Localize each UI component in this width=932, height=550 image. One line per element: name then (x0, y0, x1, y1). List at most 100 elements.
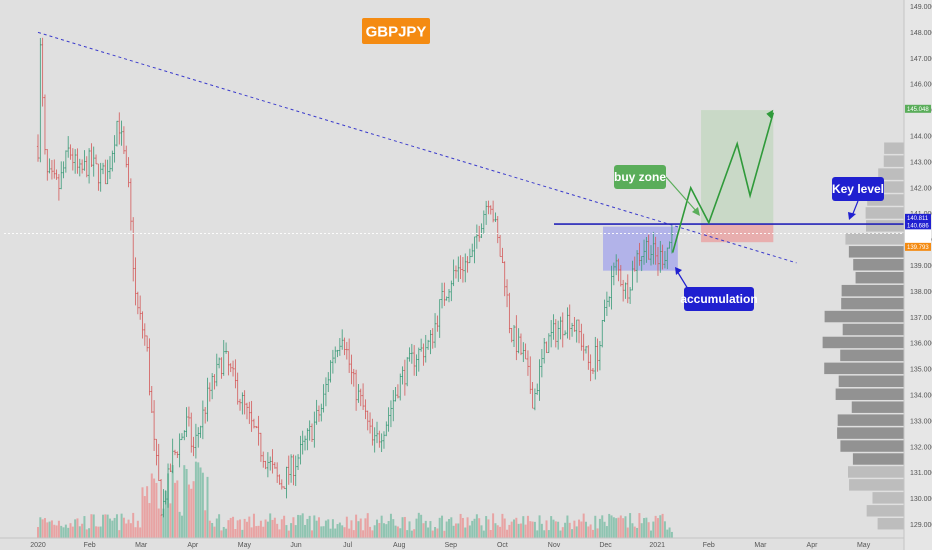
volume-bar (348, 528, 351, 538)
volume-bar (399, 528, 402, 538)
profile-bar (837, 427, 904, 439)
volume-bar (299, 515, 302, 538)
accumulation-pointer-head (675, 267, 682, 275)
volume-bar (301, 513, 304, 538)
volume-bar (612, 517, 615, 538)
volume-bar (431, 530, 434, 538)
price-label-bg (905, 213, 931, 222)
descending-trendline (37, 31, 797, 264)
volume-bar (571, 529, 574, 538)
volume-bar (39, 517, 42, 538)
profile-bar (878, 168, 904, 180)
volume-bar (457, 523, 460, 538)
volume-bar (666, 529, 669, 538)
volume-bar (229, 517, 232, 538)
profile-bar (853, 259, 904, 271)
volume-bars (37, 461, 673, 538)
volume-bar (134, 527, 137, 538)
volume-bar (106, 514, 109, 538)
volume-bar (506, 529, 509, 538)
profile-bar (824, 362, 904, 375)
volume-bar (447, 519, 450, 538)
x-tick-label: Jun (290, 542, 301, 549)
volume-bar (371, 530, 374, 538)
volume-bar (552, 519, 555, 538)
x-axis: 2020 Feb Mar Apr May Jun Jul Aug Sep Oct Nov Dec 202… (0, 537, 904, 549)
y-axis[interactable]: 149.000148.000147.000146.000145.000144.0… (903, 0, 932, 550)
volume-bar (164, 490, 167, 538)
x-tick-label: Mar (754, 542, 767, 549)
volume-bar (369, 526, 372, 538)
lines (4, 31, 904, 264)
volume-bar (99, 526, 102, 538)
volume-bar (468, 525, 471, 538)
volume-bar (160, 515, 163, 538)
volume-bar (362, 530, 365, 538)
volume-bar (162, 508, 165, 538)
buy-zone-callout-bg (614, 165, 666, 189)
volume-bar (659, 515, 662, 538)
x-tick-label: Aug (393, 542, 406, 549)
volume-bar (573, 520, 576, 538)
volume-bar (276, 523, 279, 538)
profile-bar (842, 323, 904, 336)
profile-bar (883, 155, 904, 167)
volume-bar (466, 517, 469, 538)
volume-bar (338, 522, 341, 538)
volume-bar (264, 519, 267, 538)
volume-bar (60, 525, 63, 538)
y-tick-label: 137.000 (910, 315, 932, 322)
volume-bar (192, 481, 195, 538)
volume-bar (173, 482, 176, 538)
profile-bar (824, 310, 904, 323)
volume-bar (155, 482, 158, 538)
volume-bar (636, 527, 639, 538)
volume-bar (85, 529, 88, 538)
y-tick-label: 148.000 (910, 30, 932, 37)
volume-bar (204, 510, 207, 538)
title-badge-text: GBPJPY (366, 23, 427, 40)
volume-bar (485, 516, 488, 538)
volume-bar (334, 528, 337, 538)
volume-bar (566, 515, 569, 538)
volume-bar (578, 519, 581, 538)
y-tick-label: 131.000 (910, 470, 932, 477)
volume-profile (822, 142, 904, 530)
x-tick-label: Feb (84, 542, 96, 549)
volume-bar (531, 521, 534, 538)
volume-bar (283, 515, 286, 538)
y-tick-label: 147.000 (910, 56, 932, 63)
volume-bar (499, 526, 502, 538)
volume-bar (378, 523, 381, 538)
volume-bar (71, 526, 74, 538)
profile-bar (877, 518, 904, 530)
volume-bar (113, 517, 116, 538)
volume-bar (526, 515, 529, 538)
volume-bar (141, 487, 144, 538)
volume-bar (443, 530, 446, 538)
volume-bar (568, 522, 571, 538)
price-label-bg (905, 242, 931, 251)
volume-bar (41, 519, 44, 538)
x-tick-label: Feb (703, 542, 715, 549)
volume-bar (647, 522, 650, 538)
volume-bar (459, 513, 462, 538)
volume-bar (248, 516, 251, 538)
volume-bar (310, 530, 313, 538)
volume-bar (153, 478, 156, 538)
volume-bar (373, 525, 376, 538)
volume-bar (218, 514, 221, 538)
y-tick-label: 144.000 (910, 134, 932, 141)
volume-bar (220, 530, 223, 538)
volume-bar (43, 518, 46, 538)
volume-bar (547, 530, 550, 538)
volume-bar (401, 517, 404, 538)
volume-bar (95, 526, 98, 538)
annotations: GBPJPY buy zone Key level accumulation (362, 18, 884, 311)
volume-bar (232, 516, 235, 538)
volume-bar (83, 516, 86, 538)
volume-bar (125, 523, 128, 538)
volume-bar (74, 519, 77, 538)
profile-bar (848, 466, 904, 478)
